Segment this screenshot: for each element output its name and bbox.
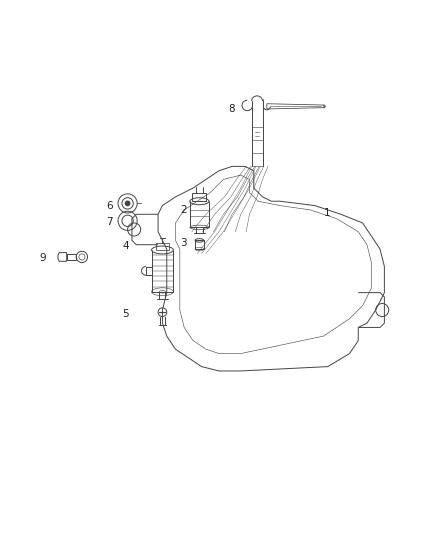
Text: 3: 3 xyxy=(180,238,187,247)
Text: 6: 6 xyxy=(106,201,113,212)
Text: 7: 7 xyxy=(106,217,113,227)
Text: 1: 1 xyxy=(324,208,330,219)
Text: 2: 2 xyxy=(180,205,187,215)
Text: 4: 4 xyxy=(122,240,129,251)
Text: 5: 5 xyxy=(122,309,129,319)
Circle shape xyxy=(125,201,130,206)
Text: 9: 9 xyxy=(39,253,46,263)
Text: 8: 8 xyxy=(228,104,234,114)
